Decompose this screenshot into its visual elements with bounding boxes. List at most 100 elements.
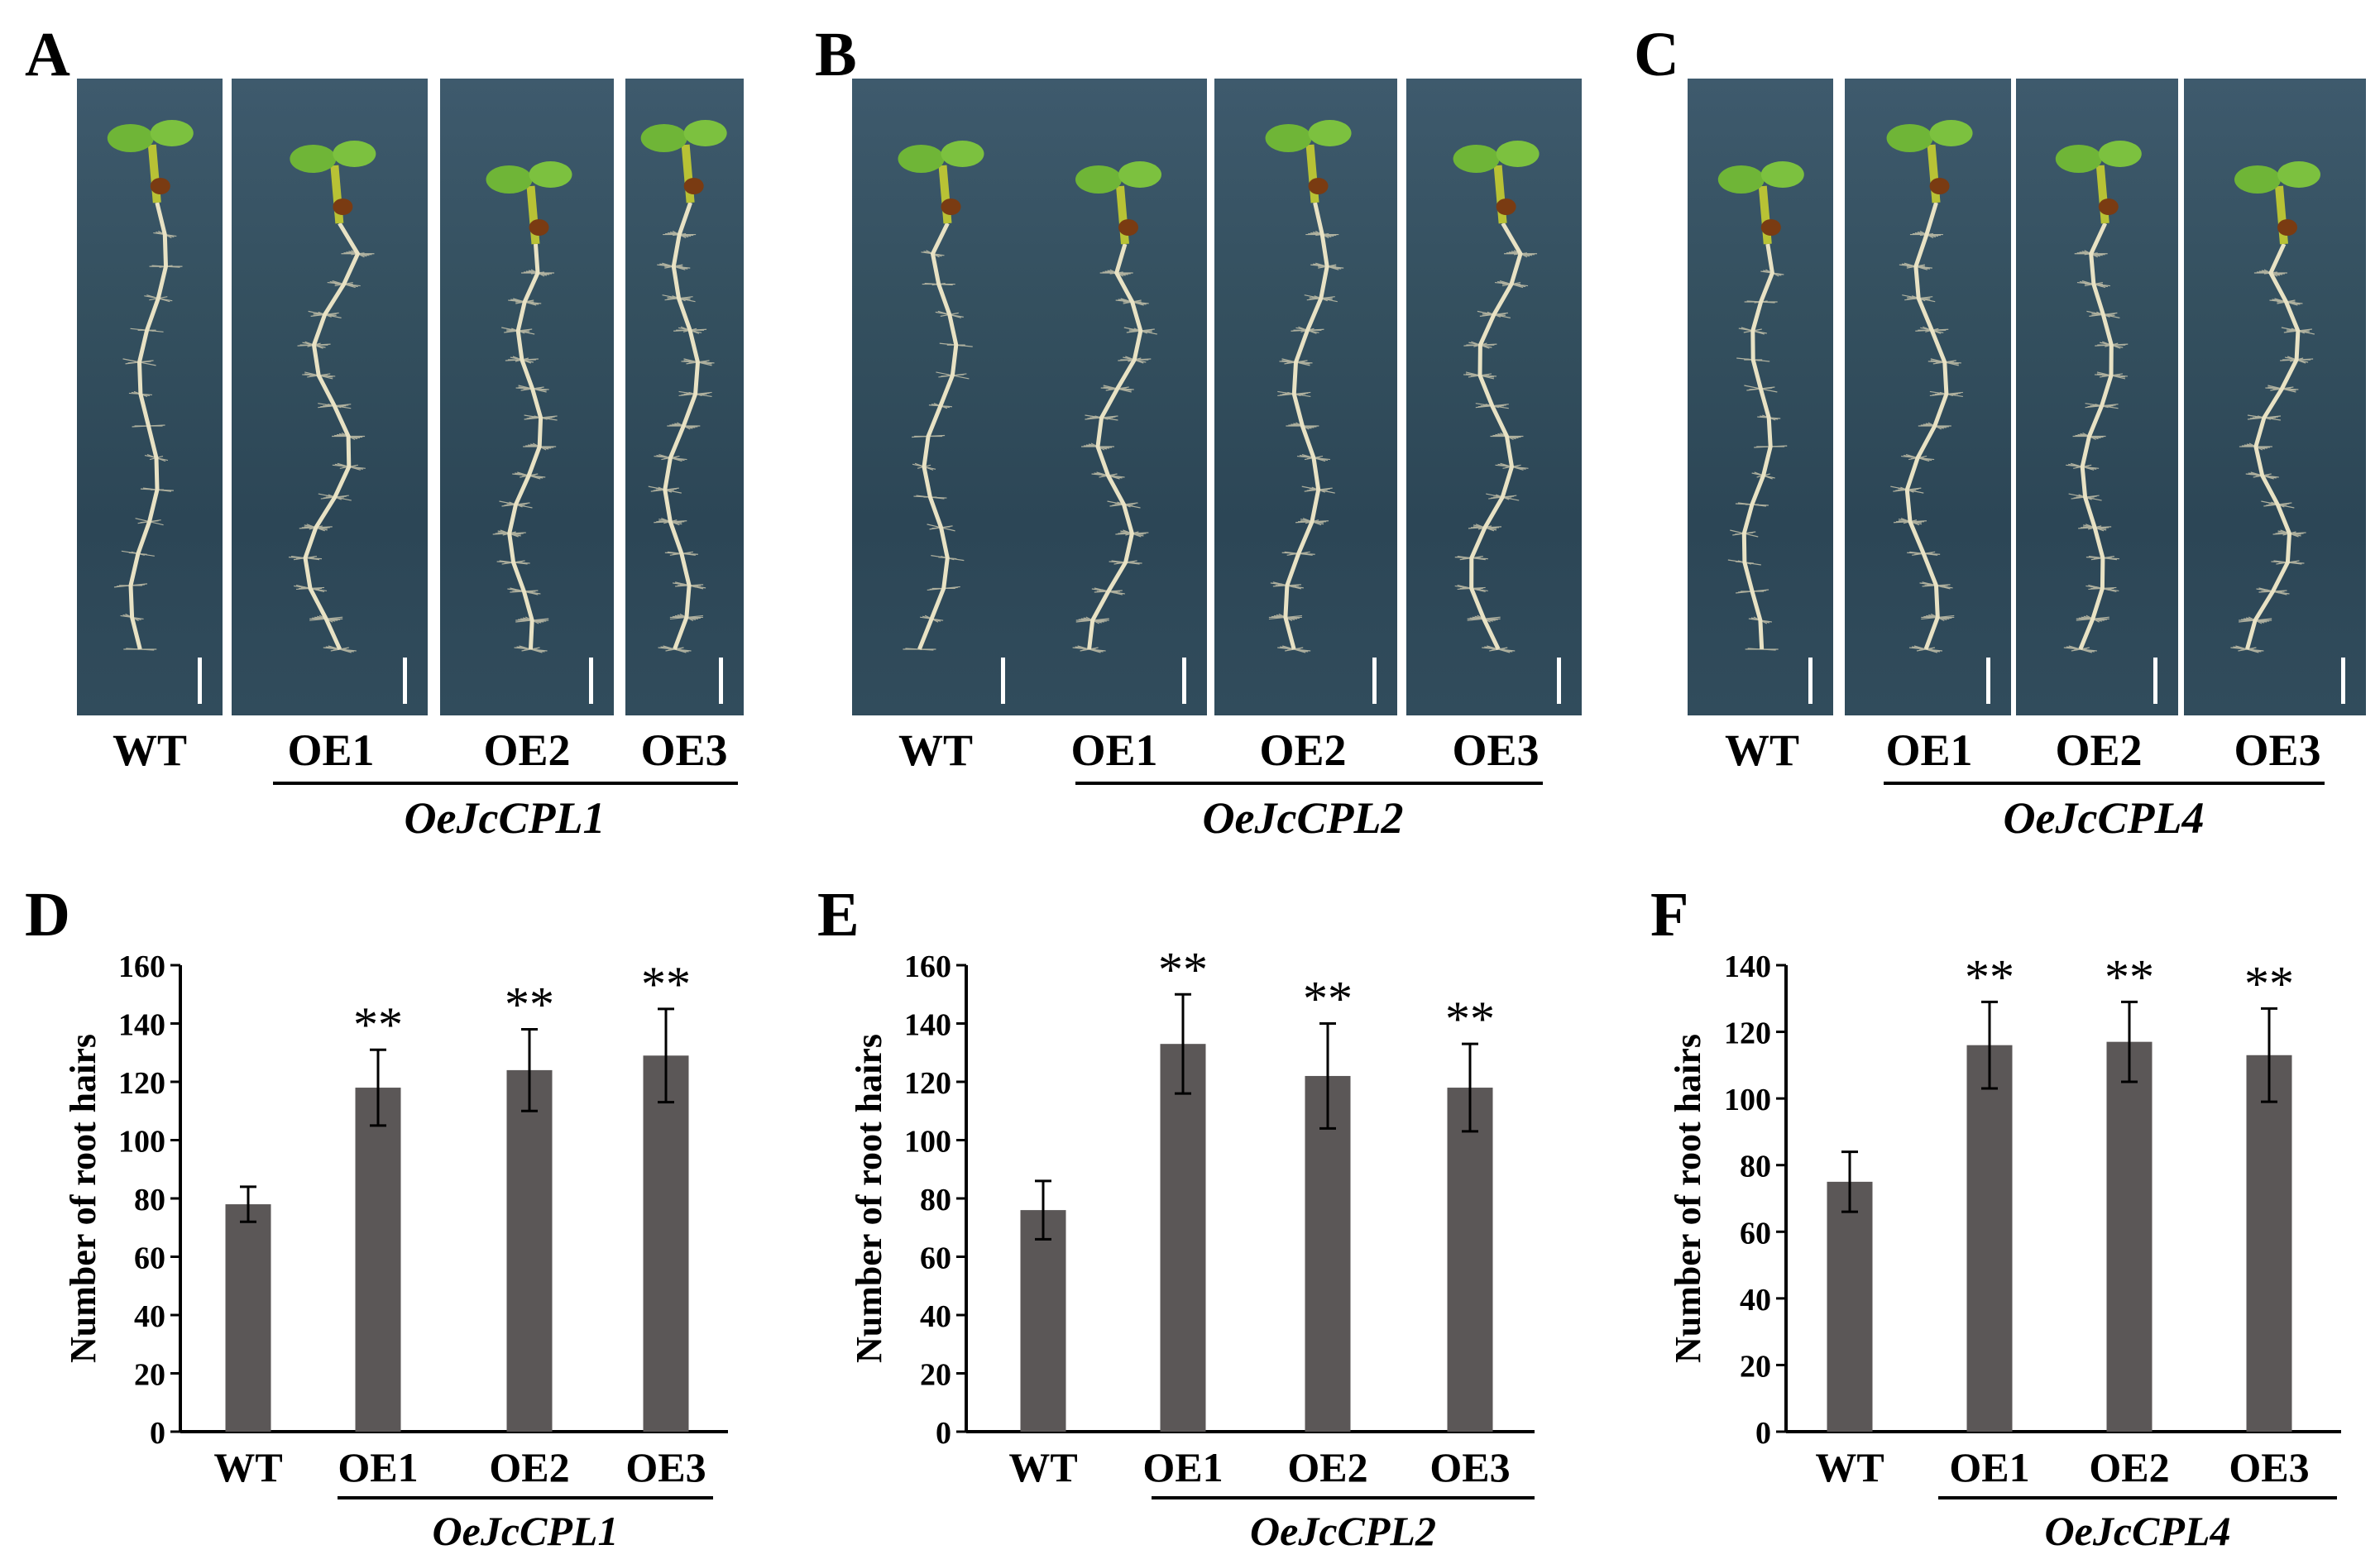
x-tick-label: OE3 — [2229, 1444, 2309, 1490]
root — [663, 202, 701, 650]
cotyledon — [683, 120, 727, 146]
seedling-photo-oe3 — [2184, 79, 2366, 715]
significance-mark: ** — [353, 997, 403, 1052]
hypocotyl — [1493, 165, 1507, 224]
hypocotyl — [526, 185, 540, 245]
cotyledon — [1886, 124, 1933, 152]
lane-label-oe2: OE2 — [2055, 725, 2143, 775]
seedling-photo-oe1 — [232, 79, 428, 715]
hypocotyl — [147, 144, 161, 203]
root — [917, 222, 959, 650]
cotyledon — [2055, 145, 2102, 173]
scale-bar — [719, 658, 723, 704]
significance-mark: ** — [505, 978, 554, 1032]
x-tick-label: OE2 — [489, 1444, 569, 1490]
seedling-drawing — [486, 161, 593, 704]
cotyledon — [2277, 161, 2320, 188]
cotyledon — [290, 145, 337, 173]
y-tick-label: 80 — [1740, 1150, 1771, 1184]
cotyledon — [1308, 120, 1352, 146]
scale-bar — [1986, 658, 1990, 704]
scale-bar — [1182, 658, 1186, 704]
y-tick-label: 140 — [904, 1008, 951, 1043]
cotyledon — [2098, 141, 2142, 167]
seed-coat — [529, 219, 549, 236]
lane-label-oe1: OE1 — [1885, 725, 1973, 775]
hypocotyl — [681, 144, 695, 203]
y-tick-label: 80 — [920, 1183, 951, 1217]
panel-letter-b: B — [815, 20, 857, 89]
cotyledon — [2234, 165, 2281, 194]
y-tick-label: 20 — [920, 1358, 951, 1393]
seedling-drawing — [1265, 120, 1377, 704]
seedling-drawing — [1717, 161, 1813, 704]
lane-label-wt: WT — [1724, 725, 1800, 775]
y-tick-label: 40 — [134, 1299, 165, 1334]
significance-mark: ** — [1303, 972, 1353, 1026]
y-tick-label: 100 — [904, 1125, 951, 1160]
root — [1904, 202, 1949, 650]
bar — [225, 1204, 271, 1432]
seed-coat — [1760, 219, 1781, 236]
seedling-drawing — [898, 141, 1005, 704]
x-tick-label: OE3 — [625, 1444, 706, 1490]
x-tick-label: OE3 — [1429, 1444, 1510, 1490]
seedling-drawing — [2055, 141, 2157, 704]
y-tick-label: 100 — [1724, 1083, 1771, 1117]
y-tick-label: 20 — [1740, 1349, 1771, 1384]
root — [2244, 242, 2301, 650]
x-tick-label: OE1 — [1949, 1444, 2029, 1490]
cotyledon — [486, 165, 533, 194]
seed-coat — [1308, 178, 1329, 194]
panel-letter-a: A — [25, 20, 70, 89]
x-tick-label: WT — [213, 1444, 282, 1490]
cotyledon — [1118, 161, 1161, 188]
root-hairs — [113, 231, 183, 651]
hypocotyl — [2275, 185, 2288, 245]
seedling-drawing — [640, 120, 727, 704]
seedling-drawing — [1072, 161, 1186, 704]
scale-bar — [1557, 658, 1561, 704]
y-axis-label: Number of root hairs — [849, 1034, 889, 1363]
cotyledon — [1265, 124, 1312, 152]
x-tick-label: OE1 — [1142, 1444, 1223, 1490]
seedling-photo-wt — [77, 79, 223, 715]
root — [1469, 222, 1523, 651]
bar — [355, 1088, 401, 1432]
seed-coat — [941, 198, 961, 215]
y-axis-label: Number of root hairs — [63, 1034, 103, 1363]
gene-label: OeJcCPL4 — [2045, 1508, 2231, 1554]
lane-label-oe2: OE2 — [1259, 725, 1347, 775]
x-tick-label: WT — [1008, 1444, 1077, 1490]
x-tick-label: OE1 — [338, 1444, 418, 1490]
bar-chart-f: 0 20 40 60 80 100 120 140 Number of root hairs WT… — [1668, 949, 2341, 1554]
root-hairs — [903, 250, 973, 651]
cotyledon — [1453, 145, 1500, 173]
cotyledon — [529, 161, 572, 188]
seedling-drawing — [2230, 161, 2345, 704]
seedling-photo-oe1 — [1025, 79, 1207, 715]
cotyledon — [941, 141, 984, 167]
significance-mark: ** — [1158, 942, 1208, 997]
cotyledon — [1760, 161, 1804, 188]
x-tick-label: WT — [1815, 1444, 1884, 1490]
bar-chart-d: 0 20 40 60 80 100 120 140 160 Number of root hair… — [63, 949, 728, 1554]
seed-coat — [150, 178, 170, 194]
gene-label: OeJcCPL4 — [2003, 793, 2205, 843]
panel-letter-c: C — [1634, 20, 1679, 89]
y-tick-label: 160 — [118, 949, 165, 984]
seedling-drawing — [107, 120, 202, 704]
y-tick-label: 160 — [904, 949, 951, 984]
y-tick-label: 140 — [118, 1008, 165, 1043]
cotyledon — [150, 120, 194, 146]
root — [128, 202, 169, 650]
bar — [1160, 1044, 1206, 1432]
y-tick-label: 60 — [1740, 1216, 1771, 1251]
cotyledon — [1929, 120, 1973, 146]
seed-coat — [333, 198, 353, 215]
seed-coat — [2098, 198, 2119, 215]
gene-label: OeJcCPL2 — [1250, 1508, 1436, 1554]
scale-bar — [1001, 658, 1005, 704]
lane-label-oe1: OE1 — [287, 725, 375, 775]
panel-letter-e: E — [817, 880, 860, 949]
